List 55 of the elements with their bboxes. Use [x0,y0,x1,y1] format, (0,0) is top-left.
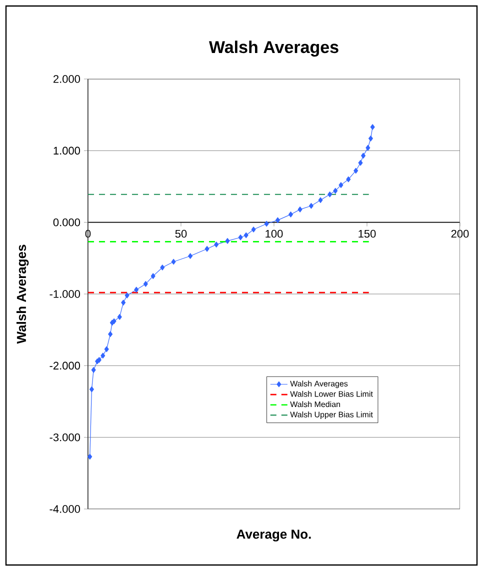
point [225,238,230,244]
point [91,367,96,373]
y-tick-label: -1.000 [50,290,80,298]
point [370,124,375,130]
y-tick-label: -4.000 [50,505,80,513]
point [346,176,351,182]
legend-label: Walsh Lower Bias Limit [290,390,373,397]
point [298,206,302,212]
point [328,191,332,198]
legend-label: Walsh Median [290,401,340,408]
point [366,144,370,151]
point [171,258,176,265]
x-tick-label: 200 [451,230,469,238]
point [104,346,109,352]
point [88,454,92,460]
y-tick-label: -2.000 [50,362,80,370]
x-tick-label: 150 [358,230,376,238]
point [338,182,344,188]
point [188,253,193,259]
x-axis-title: Average No. [236,530,311,542]
point [214,242,219,248]
y-tick-label: 1.000 [54,146,80,155]
point [160,264,165,270]
point [264,220,269,227]
point [333,188,338,194]
y-tick-label: 0.000 [53,218,80,226]
point [108,331,113,338]
chart-title: Walsh Averages [208,40,338,57]
y-axis-title: Walsh Averages [16,244,29,344]
point [124,292,130,298]
point [134,286,139,293]
point [358,160,363,166]
point [204,246,210,252]
point [121,300,126,306]
point [275,217,280,224]
legend-label: Walsh Averages [290,380,348,388]
point [117,314,122,320]
point [368,136,373,142]
point [238,234,243,240]
point [288,212,293,218]
legend-label: Walsh Upper Bias Limit [290,411,373,419]
point [100,352,106,359]
point [89,386,94,392]
x-tick-label: 100 [266,230,283,238]
point [150,273,156,279]
point [251,226,256,232]
point [318,197,323,204]
point [308,202,314,209]
point [143,281,148,287]
point [361,152,366,159]
y-tick-label: 2.000 [53,75,80,83]
x-tick-label: 50 [175,230,187,238]
point [354,168,358,174]
point [244,232,248,238]
y-tick-label: -3.000 [50,433,80,442]
